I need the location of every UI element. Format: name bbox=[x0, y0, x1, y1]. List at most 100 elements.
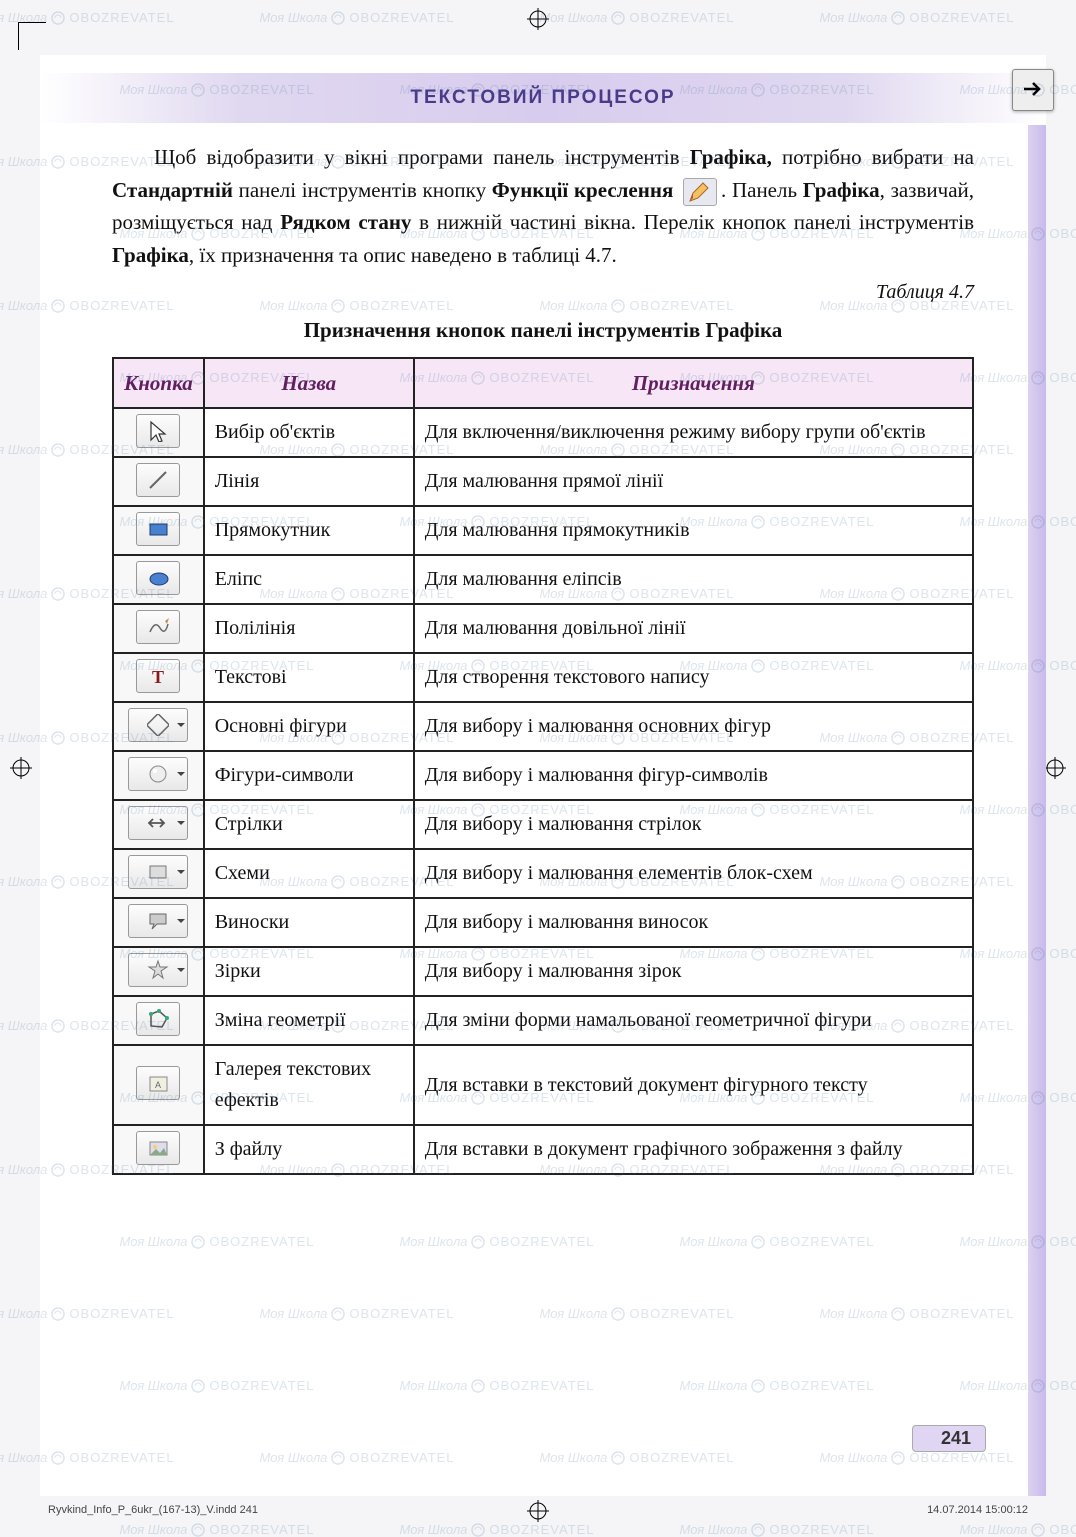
side-stripe bbox=[1028, 125, 1046, 1496]
table-row: ЕліпсДля малювання еліпсів bbox=[113, 555, 973, 604]
crop-mark bbox=[18, 22, 46, 50]
watermark: Моя Школа OBOZREVATEL bbox=[539, 10, 734, 25]
desc-cellell: Для малювання прямої лінії bbox=[414, 457, 973, 506]
icon-cell bbox=[113, 751, 204, 800]
table-row: ЛініяДля малювання прямої лінії bbox=[113, 457, 973, 506]
icon-cell bbox=[113, 653, 204, 702]
watermark: Моя Школа OBOZREVATEL bbox=[679, 1522, 874, 1537]
section-title: ТЕКСТОВИЙ ПРОЦЕСОР bbox=[410, 87, 675, 109]
desc-cellell: Для вибору і малювання виносок bbox=[414, 898, 973, 947]
ellipse-icon bbox=[136, 561, 180, 595]
icon-cell bbox=[113, 1045, 204, 1125]
desc-cellell: Для створення текстового напису bbox=[414, 653, 973, 702]
icon-cell bbox=[113, 604, 204, 653]
arrows-icon bbox=[128, 806, 188, 840]
col-name: Назва bbox=[204, 358, 414, 409]
table-row: СхемиДля вибору і малювання елементів бл… bbox=[113, 849, 973, 898]
polygon-icon bbox=[136, 1002, 180, 1036]
icon-cell bbox=[113, 506, 204, 555]
text: в нижній частині вікна. Перелік кнопок п… bbox=[411, 210, 974, 234]
desc-cellell: Для вставки в документ графічного зображ… bbox=[414, 1125, 973, 1174]
registration-mark-icon bbox=[1044, 757, 1066, 779]
bold-term: Графіка bbox=[803, 178, 880, 202]
name-cell: Зміна геометрії bbox=[204, 996, 414, 1045]
symbols-icon bbox=[128, 757, 188, 791]
desc-cellell: Для вибору і малювання елементів блок-сх… bbox=[414, 849, 973, 898]
watermark: Моя Школа OBOZREVATEL bbox=[119, 1522, 314, 1537]
bold-term: Функції креслення bbox=[492, 178, 674, 202]
table-row: Фігури-символиДля вибору і малювання фіг… bbox=[113, 751, 973, 800]
watermark: Моя Школа OBOZREVATEL bbox=[259, 10, 454, 25]
next-arrow-badge bbox=[1012, 69, 1054, 111]
freeline-icon bbox=[136, 610, 180, 644]
bold-term: Графіка, bbox=[690, 145, 772, 169]
desc-cellell: Для малювання довільної лінії bbox=[414, 604, 973, 653]
body-content: Щоб відобразити у вікні програми панель … bbox=[40, 123, 1046, 1175]
table-row: ПрямокутникДля малювання прямокутників bbox=[113, 506, 973, 555]
icon-cell bbox=[113, 849, 204, 898]
icon-cell bbox=[113, 702, 204, 751]
text: , їх призначення та опис наведено в табл… bbox=[189, 243, 617, 267]
name-cell: Стрілки bbox=[204, 800, 414, 849]
name-cell: Схеми bbox=[204, 849, 414, 898]
desc-cellell: Для включення/виключення режиму вибору г… bbox=[414, 408, 973, 457]
name-cell: Полілінія bbox=[204, 604, 414, 653]
cursor-icon bbox=[136, 414, 180, 448]
flow-icon bbox=[128, 855, 188, 889]
tools-table: Кнопка Назва Призначення Вибір об'єктівД… bbox=[112, 357, 974, 1176]
name-cell: Основні фігури bbox=[204, 702, 414, 751]
desc-cellell: Для малювання прямокутників bbox=[414, 506, 973, 555]
registration-mark-icon bbox=[527, 8, 549, 30]
bold-term: Рядком стану bbox=[280, 210, 411, 234]
arrow-right-icon bbox=[1020, 77, 1046, 103]
shapes-icon bbox=[128, 708, 188, 742]
desc-cellell: Для вибору і малювання зірок bbox=[414, 947, 973, 996]
fontwork-icon bbox=[136, 1066, 180, 1100]
icon-cell bbox=[113, 408, 204, 457]
text: Щоб відобразити у вікні програми панель … bbox=[154, 145, 690, 169]
bold-term: Стандартній bbox=[112, 178, 233, 202]
table-label: Таблиця 4.7 bbox=[112, 277, 974, 308]
desc-cellell: Для вибору і малювання основних фігур bbox=[414, 702, 973, 751]
footer-left: Ryvkind_Info_P_6ukr_(167-13)_V.indd 241 bbox=[48, 1504, 258, 1516]
desc-cellell: Для вибору і малювання фігур-символів bbox=[414, 751, 973, 800]
registration-mark-icon bbox=[10, 757, 32, 779]
icon-cell bbox=[113, 457, 204, 506]
rect-icon bbox=[136, 512, 180, 546]
fromfile-icon bbox=[136, 1131, 180, 1165]
text: . Панель bbox=[721, 178, 803, 202]
text-icon bbox=[136, 659, 180, 693]
watermark: Моя Школа OBOZREVATEL bbox=[959, 1522, 1076, 1537]
name-cell: Вибір об'єктів bbox=[204, 408, 414, 457]
table-row: ЗіркиДля вибору і малювання зірок bbox=[113, 947, 973, 996]
footer-right: 14.07.2014 15:00:12 bbox=[927, 1504, 1028, 1516]
name-cell: Фігури-символи bbox=[204, 751, 414, 800]
name-cell: Еліпс bbox=[204, 555, 414, 604]
name-cell: Галерея текстових ефектів bbox=[204, 1045, 414, 1125]
page-number-badge: 241 bbox=[912, 1425, 986, 1452]
page-container: ТЕКСТОВИЙ ПРОЦЕСОР Щоб відобразити у вік… bbox=[40, 55, 1046, 1496]
desc-cellell: Для малювання еліпсів bbox=[414, 555, 973, 604]
desc-cellell: Для вставки в текстовий документ фігурно… bbox=[414, 1045, 973, 1125]
name-cell: Лінія bbox=[204, 457, 414, 506]
text: потрібно вибрати на bbox=[772, 145, 974, 169]
watermark: Моя Школа OBOZREVATEL bbox=[399, 1522, 594, 1537]
stars-icon bbox=[128, 953, 188, 987]
table-row: СтрілкиДля вибору і малювання стрілок bbox=[113, 800, 973, 849]
table-caption: Призначення кнопок панелі інструментів Г… bbox=[112, 314, 974, 347]
col-purpose: Призначення bbox=[414, 358, 973, 409]
desc-cellell: Для зміни форми намальованої геометрично… bbox=[414, 996, 973, 1045]
col-button: Кнопка bbox=[113, 358, 204, 409]
icon-cell bbox=[113, 555, 204, 604]
icon-cell bbox=[113, 898, 204, 947]
bold-term: Графіка bbox=[112, 243, 189, 267]
watermark: Моя Школа OBOZREVATEL bbox=[819, 10, 1014, 25]
name-cell: Виноски bbox=[204, 898, 414, 947]
table-row: ТекстовіДля створення текстового напису bbox=[113, 653, 973, 702]
icon-cell bbox=[113, 996, 204, 1045]
table-row: Галерея текстових ефектівДля вставки в т… bbox=[113, 1045, 973, 1125]
name-cell: Прямокутник bbox=[204, 506, 414, 555]
intro-paragraph: Щоб відобразити у вікні програми панель … bbox=[112, 141, 974, 271]
table-row: Основні фігуриДля вибору і малювання осн… bbox=[113, 702, 973, 751]
name-cell: З файлу bbox=[204, 1125, 414, 1174]
